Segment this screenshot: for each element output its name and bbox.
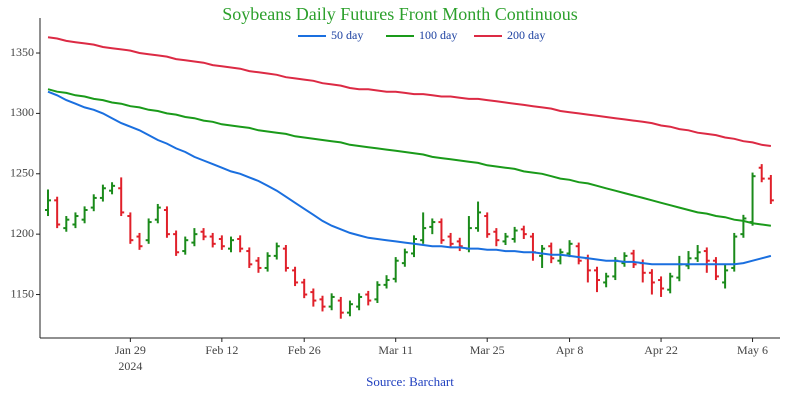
legend-label: 200 day: [507, 28, 545, 42]
chart-title: Soybeans Daily Futures Front Month Conti…: [222, 4, 578, 24]
y-tick-label: 1350: [10, 45, 34, 59]
x-tick-label: Feb 26: [288, 343, 321, 357]
y-tick-label: 1300: [10, 105, 34, 119]
x-tick-label: Mar 25: [470, 343, 505, 357]
x-tick-label: Mar 11: [378, 343, 413, 357]
source-note: Source: Barchart: [366, 374, 454, 389]
x-tick-label: May 6: [737, 343, 768, 357]
y-tick-label: 1250: [10, 166, 34, 180]
ma-line: [47, 90, 772, 266]
legend-label: 50 day: [331, 28, 363, 42]
y-tick-label: 1150: [10, 286, 34, 300]
x-tick-label: Feb 12: [205, 343, 238, 357]
x-tick-label: Apr 8: [556, 343, 584, 357]
x-tick-label: Apr 22: [644, 343, 678, 357]
x-tick-label: Jan 29: [115, 343, 146, 357]
x-year-label: 2024: [118, 359, 142, 373]
y-tick-label: 1200: [10, 226, 34, 240]
legend-label: 100 day: [419, 28, 457, 42]
ma-line: [47, 36, 772, 147]
ma-line: [47, 88, 772, 227]
